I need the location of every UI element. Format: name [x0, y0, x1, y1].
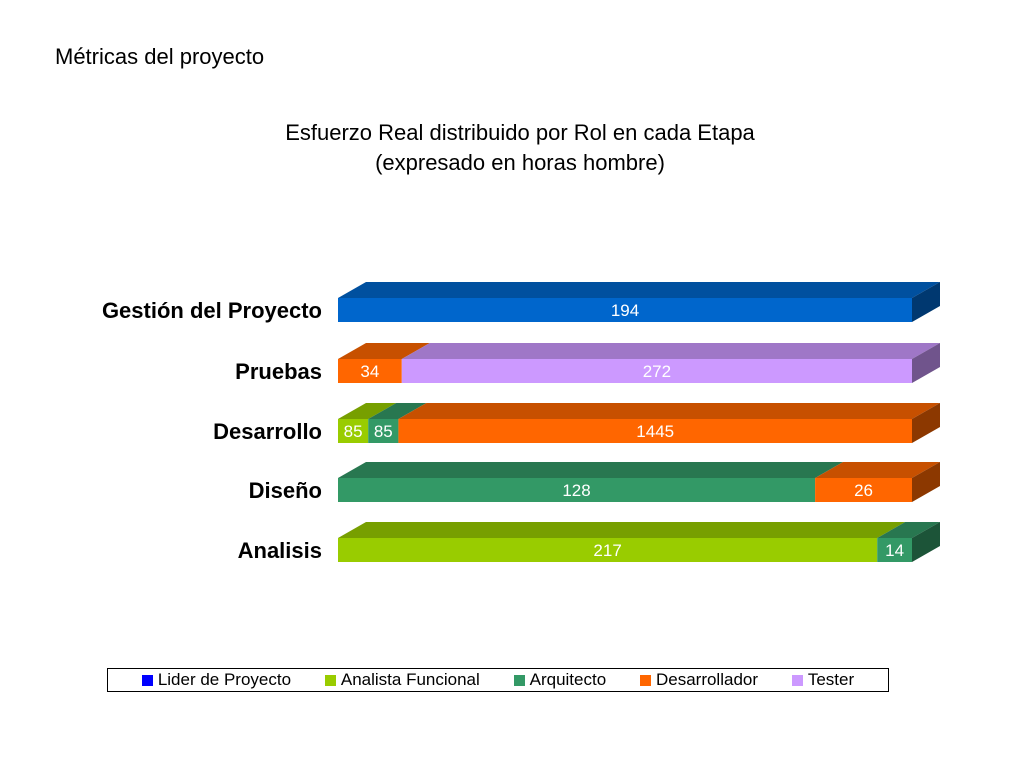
bar-segment-top [338, 462, 844, 478]
chart-title-line-2: (expresado en horas hombre) [375, 150, 665, 175]
data-label: 85 [344, 422, 363, 441]
legend-swatch [791, 674, 803, 686]
data-label: 217 [593, 541, 621, 560]
data-label: 14 [885, 541, 904, 560]
legend-swatch [141, 674, 153, 686]
category-label: Pruebas [235, 359, 322, 384]
bar-side-face [912, 462, 940, 502]
bar-segment [398, 419, 913, 443]
bar-side-face [912, 403, 940, 443]
legend-label: Lider de Proyecto [157, 670, 292, 689]
data-label: 26 [854, 481, 873, 500]
data-label: 128 [562, 481, 590, 500]
bar-segment [338, 359, 402, 383]
chart-title: Esfuerzo Real distribuido por Rol en cad… [0, 118, 1024, 178]
bar-segment [877, 538, 912, 562]
bar-segment-top [368, 403, 427, 419]
legend-label: Tester [807, 670, 855, 689]
legend-swatch [324, 674, 336, 686]
legend-item-arquitecto: Arquitecto [513, 670, 607, 690]
bar-segment-top [877, 522, 940, 538]
data-label: 272 [643, 362, 671, 381]
category-label: Gestión del Proyecto [102, 298, 322, 323]
legend-label: Desarrollador [655, 670, 759, 689]
bar-segment-top [338, 282, 940, 298]
bar-side-face [912, 343, 940, 383]
category-label: Diseño [249, 478, 322, 503]
legend-item-lider-de-proyecto: Lider de Proyecto [141, 670, 292, 690]
bar-side-face [912, 282, 940, 322]
legend-swatch [513, 674, 525, 686]
data-label: 1445 [636, 422, 674, 441]
page-title: Métricas del proyecto [55, 44, 265, 69]
bar-segment-top [398, 403, 941, 419]
data-label: 85 [374, 422, 393, 441]
category-label: Desarrollo [213, 419, 322, 444]
bar-segment [815, 478, 912, 502]
data-label: 34 [360, 362, 379, 381]
bar-segment-top [338, 403, 397, 419]
bar-segment-top [815, 462, 940, 478]
bar-segment [338, 419, 369, 443]
bar-segment [338, 298, 912, 322]
bar-segment-top [338, 522, 906, 538]
legend-swatch [639, 674, 651, 686]
category-label: Analisis [238, 538, 322, 563]
legend-item-tester: Tester [791, 670, 855, 690]
bar-segment [338, 538, 878, 562]
bar-segment-top [338, 343, 430, 359]
chart-legend: Lider de Proyecto Analista Funcional Arqui… [107, 668, 889, 692]
legend-label: Arquitecto [529, 670, 607, 689]
legend-item-analista-funcional: Analista Funcional [324, 670, 480, 690]
legend-label: Analista Funcional [340, 670, 480, 689]
bar-segment [338, 478, 816, 502]
bar-segment [368, 419, 399, 443]
data-label: 194 [611, 301, 639, 320]
bar-segment [401, 359, 912, 383]
legend-item-desarrollador: Desarrollador [639, 670, 759, 690]
bar-side-face [912, 522, 940, 562]
chart-title-line-1: Esfuerzo Real distribuido por Rol en cad… [285, 120, 755, 145]
bar-segment-top [401, 343, 940, 359]
